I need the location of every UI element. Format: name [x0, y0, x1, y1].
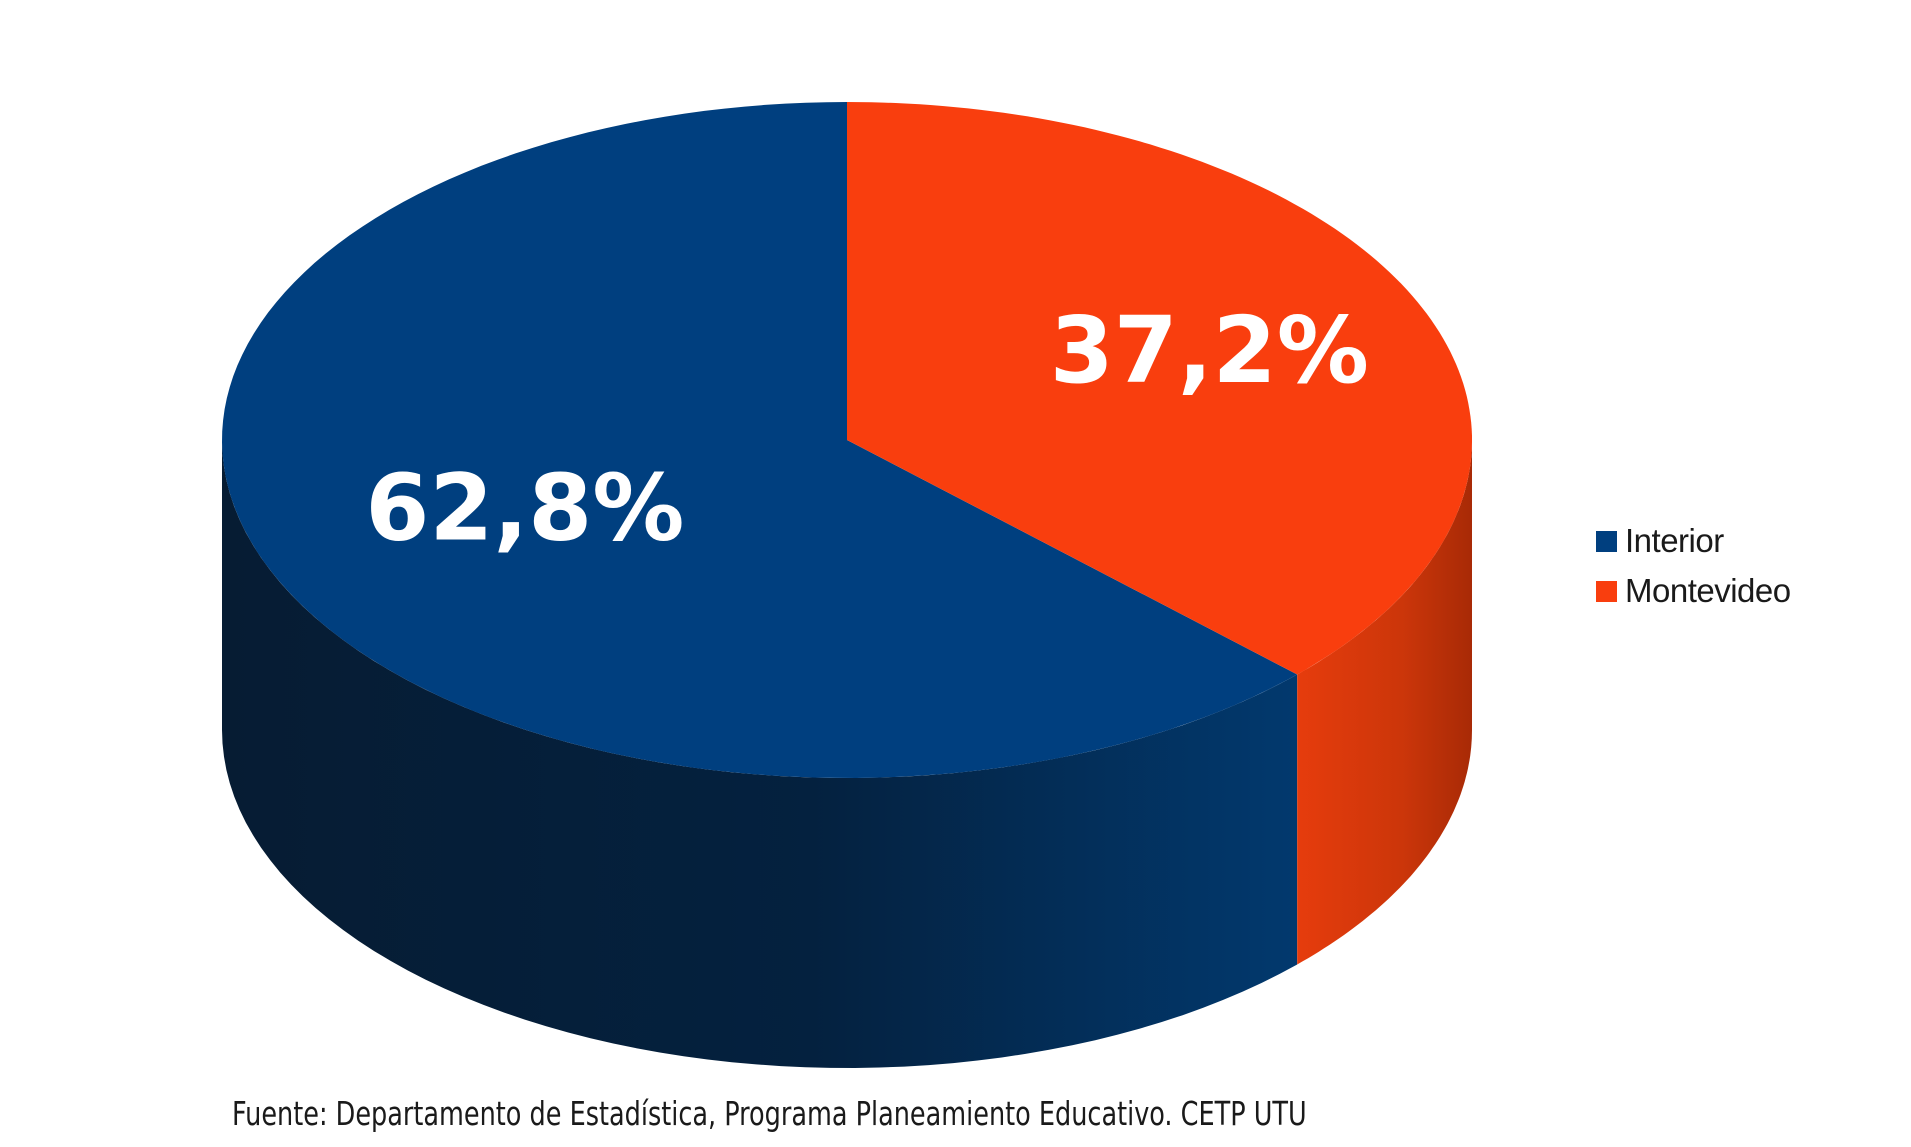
legend-item-montevideo: Montevideo: [1596, 566, 1791, 616]
legend-label-montevideo: Montevideo: [1625, 572, 1791, 609]
pie-slice-interior: [222, 102, 1298, 778]
pie-slice-montevideo: [847, 102, 1472, 675]
source-note: Fuente: Departamento de Estadística, Pro…: [232, 1094, 1307, 1133]
legend-label-interior: Interior: [1625, 522, 1724, 559]
legend: Interior Montevideo: [1596, 516, 1791, 616]
pie-side-montevideo: [1297, 440, 1472, 965]
data-label-montevideo: 37,2%: [1050, 297, 1369, 404]
legend-item-interior: Interior: [1596, 516, 1791, 566]
legend-swatch-interior: [1596, 530, 1617, 552]
legend-swatch-montevideo: [1596, 580, 1617, 602]
data-label-interior: 62,8%: [365, 454, 684, 561]
pie-side-interior: [222, 440, 1298, 1068]
